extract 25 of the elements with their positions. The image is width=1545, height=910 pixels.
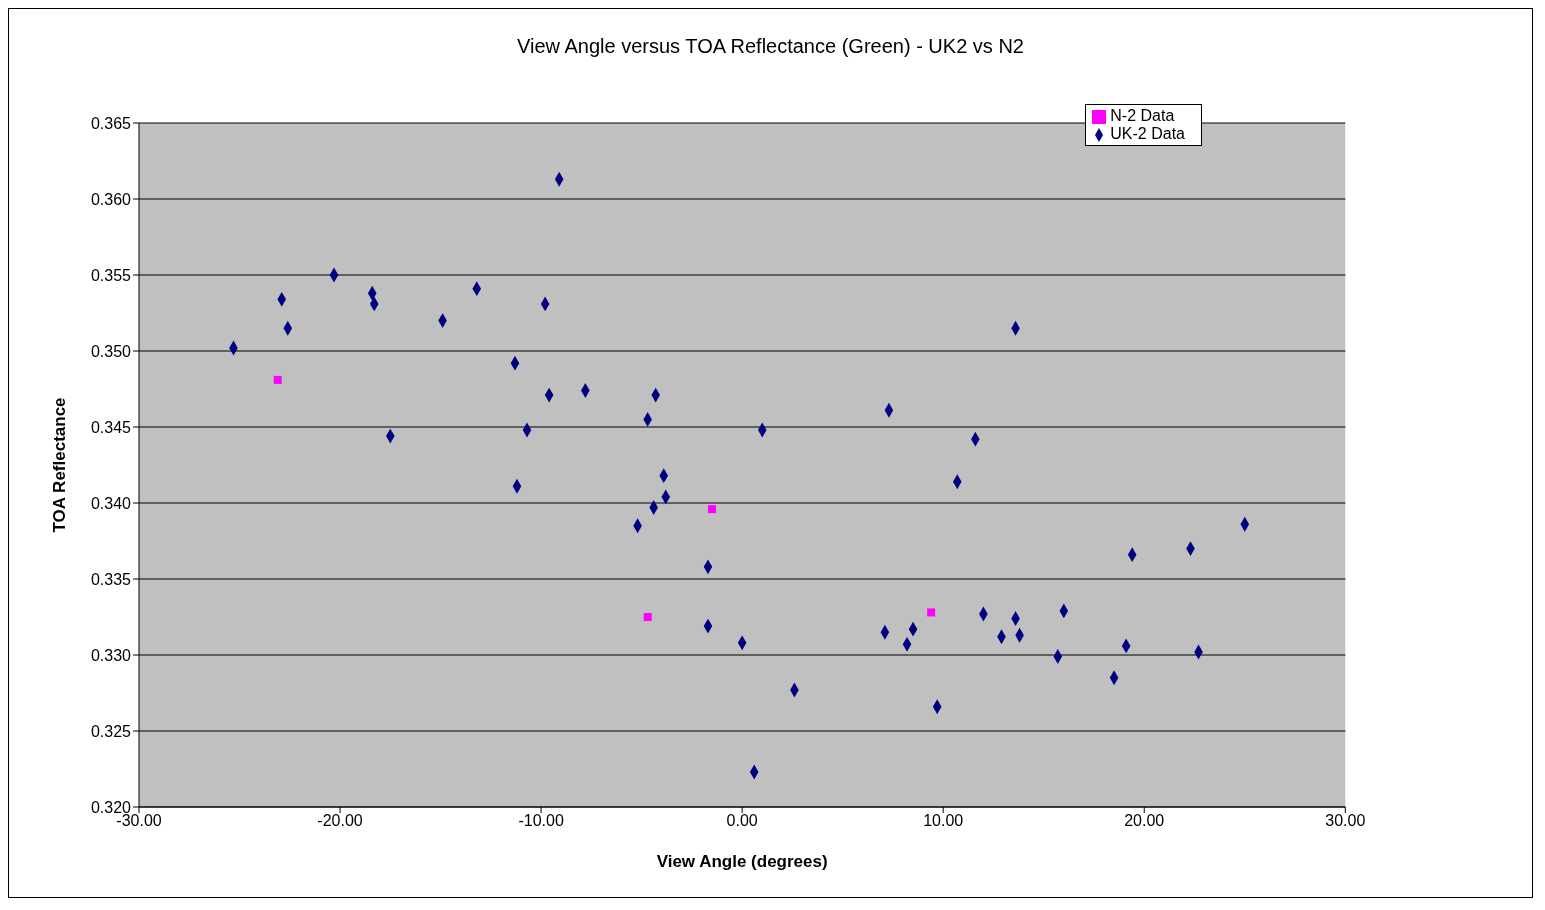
y-tick-label: 0.325 (90, 722, 132, 740)
y-tick-label: 0.365 (90, 114, 132, 132)
x-tick-label: -20.00 (317, 812, 363, 830)
legend-label: UK-2 Data (1110, 125, 1185, 142)
point (707, 505, 716, 514)
x-tick-label: -30.00 (116, 812, 162, 830)
x-axis-title: View Angle (degrees) (656, 852, 828, 871)
point (643, 613, 652, 621)
y-tick-label: 0.335 (90, 570, 132, 588)
y-tick-label: 0.355 (90, 266, 132, 284)
point (927, 608, 936, 617)
x-tick-label: 30.00 (1325, 812, 1366, 830)
legend-label: N-2 Data (1110, 107, 1175, 124)
chart-title: View Angle versus TOA Reflectance (Green) - UK2 vs N2 (516, 35, 1025, 58)
y-tick-label: 0.345 (90, 418, 132, 436)
x-tick-label: 10.00 (923, 812, 964, 830)
x-tick-label: -10.00 (518, 812, 564, 830)
x-tick-label: 20.00 (1124, 812, 1165, 830)
y-tick-label: 0.350 (90, 342, 132, 360)
y-tick-label: 0.360 (90, 190, 132, 208)
y-axis-title: TOA Reflectance (50, 397, 70, 533)
y-tick-label: 0.340 (90, 494, 132, 512)
y-tick-label: 0.330 (90, 646, 132, 664)
point (273, 375, 282, 384)
x-tick-label: 0.00 (726, 812, 758, 830)
